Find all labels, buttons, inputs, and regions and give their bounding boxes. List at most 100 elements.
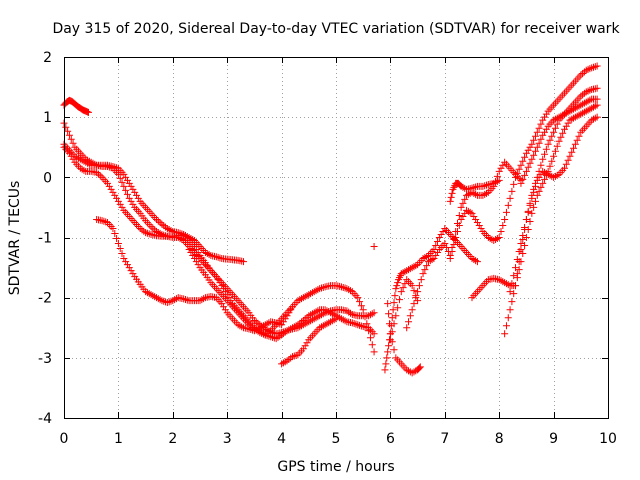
data-point [542, 125, 550, 133]
data-point [162, 232, 170, 240]
data-point [299, 317, 307, 325]
data-point [432, 252, 440, 260]
data-point [531, 147, 539, 155]
data-point [294, 297, 302, 305]
data-point [111, 191, 119, 199]
data-point [189, 236, 197, 244]
data-point [78, 156, 86, 164]
data-point [250, 317, 258, 325]
data-point [296, 319, 304, 327]
data-point [410, 287, 418, 295]
data-point [283, 357, 291, 365]
data-point [473, 258, 481, 266]
data-point [187, 249, 195, 257]
data-point [524, 208, 532, 216]
data-point [298, 318, 306, 326]
data-point [149, 292, 157, 300]
data-point [337, 283, 345, 291]
series-track-9 [381, 224, 481, 374]
data-point [495, 176, 503, 184]
data-point [316, 312, 324, 320]
data-point [548, 157, 556, 165]
data-point [93, 169, 101, 177]
data-point [123, 176, 131, 184]
data-point [145, 230, 153, 238]
data-point [252, 326, 260, 334]
grid [64, 57, 608, 418]
data-point [410, 300, 418, 308]
data-point [129, 200, 137, 208]
data-point [301, 342, 309, 350]
data-point [579, 100, 587, 108]
series-track-4 [60, 140, 248, 266]
x-tick-label: 9 [549, 431, 558, 447]
data-point [389, 306, 397, 314]
data-point [524, 225, 532, 233]
data-point [395, 296, 403, 304]
data-point [247, 322, 255, 330]
data-point [450, 241, 458, 249]
data-point [550, 173, 558, 181]
data-point [84, 159, 92, 167]
data-point [303, 339, 311, 347]
data-point [339, 283, 347, 291]
data-point [397, 288, 405, 296]
data-point [472, 257, 480, 265]
data-point [167, 297, 175, 305]
data-point [301, 293, 309, 301]
data-point [477, 224, 485, 232]
data-point [593, 101, 601, 109]
data-point [259, 322, 267, 330]
data-point [580, 68, 588, 76]
data-point [279, 359, 287, 367]
data-point [421, 254, 429, 262]
series-track-15 [468, 95, 601, 302]
data-point [310, 315, 318, 323]
data-point [321, 321, 329, 329]
data-point [479, 182, 487, 190]
data-point [539, 179, 547, 187]
series-track-14 [446, 62, 601, 263]
data-point [394, 279, 402, 287]
data-point [133, 191, 141, 199]
data-point [584, 97, 592, 105]
data-point [573, 112, 581, 120]
data-point [519, 157, 527, 165]
data-point [573, 103, 581, 111]
data-point [490, 179, 498, 187]
data-point [559, 111, 567, 119]
data-point [522, 149, 530, 157]
tick-labels: 0 1 2 3 4 5 6 7 8 9 10 -4 -3 -2 -1 0 1 2 [38, 50, 617, 447]
data-point [492, 236, 500, 244]
data-point [294, 321, 302, 329]
data-point [582, 66, 590, 74]
data-point [308, 310, 316, 318]
data-point [327, 318, 335, 326]
data-point [510, 180, 518, 188]
data-point [261, 321, 269, 329]
data-point [180, 230, 188, 238]
data-point [158, 297, 166, 305]
data-point [586, 105, 594, 113]
data-point [160, 297, 168, 305]
data-point [163, 224, 171, 232]
data-point [539, 167, 547, 175]
data-point [366, 334, 374, 342]
data-point [521, 223, 529, 231]
data-point [278, 331, 286, 339]
data-point [551, 172, 559, 180]
data-point [542, 145, 550, 153]
data-point [457, 215, 465, 223]
x-tick-label: 3 [223, 431, 232, 447]
data-point [296, 296, 304, 304]
data-point [571, 140, 579, 148]
data-point [267, 333, 275, 341]
data-point [405, 266, 413, 274]
data-point [546, 171, 554, 179]
data-point [419, 255, 427, 263]
data-point [579, 91, 587, 99]
data-point [308, 316, 316, 324]
data-point [512, 173, 520, 181]
data-point [388, 328, 396, 336]
data-point [533, 143, 541, 151]
